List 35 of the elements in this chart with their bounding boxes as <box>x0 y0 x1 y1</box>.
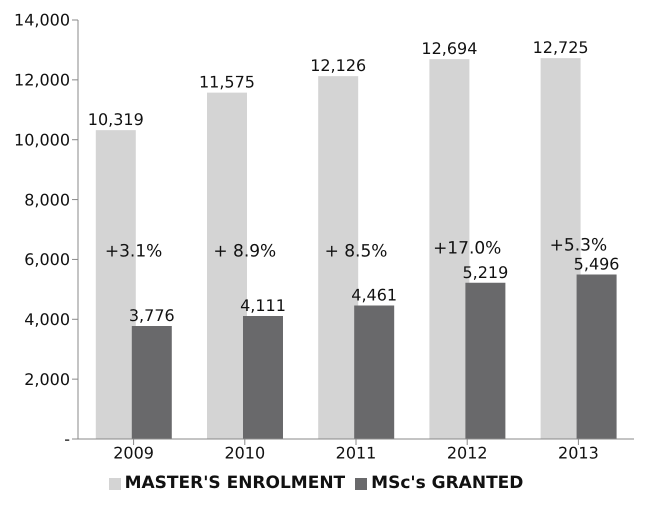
annotation: +5.3% <box>550 236 608 256</box>
bar <box>132 326 172 439</box>
legend-label: MASTER'S ENROLMENT <box>124 473 346 493</box>
y-tick-label: 10,000 <box>14 130 70 150</box>
y-tick-label: 4,000 <box>24 310 70 329</box>
x-tick-label: 2013 <box>558 443 599 462</box>
annotation: +3.1% <box>104 241 162 262</box>
y-tick-label: 12,000 <box>14 70 70 90</box>
annotation: + 8.5% <box>324 241 388 262</box>
x-tick-label: 2011 <box>336 443 376 462</box>
data-label: 10,319 <box>88 110 144 130</box>
legend-label: MSc's GRANTED <box>371 473 524 493</box>
bar <box>242 316 283 439</box>
annotation: + 8.9% <box>213 241 276 262</box>
y-tick-label: 14,000 <box>14 10 70 30</box>
data-label: 11,575 <box>199 72 255 92</box>
y-tick-label: 8,000 <box>24 190 70 210</box>
x-tick-label: 2010 <box>224 443 266 462</box>
data-label: 12,694 <box>421 39 478 58</box>
annotation: +17.0% <box>433 238 502 258</box>
y-tick-label: 2,000 <box>24 370 70 389</box>
x-tick-label: 2012 <box>446 443 488 462</box>
bar <box>465 282 506 439</box>
x-tick-label: 2009 <box>113 443 154 462</box>
data-label: 4,461 <box>351 285 398 304</box>
bar <box>354 305 394 439</box>
data-label: 5,219 <box>462 262 508 282</box>
data-label: 3,776 <box>128 306 175 325</box>
y-tick-label: 6,000 <box>24 250 70 270</box>
bar <box>576 274 617 439</box>
data-label: 4,111 <box>240 296 286 315</box>
data-label: 12,126 <box>310 56 366 76</box>
data-label: 12,725 <box>532 38 589 58</box>
y-tick-label: - <box>64 430 70 449</box>
data-label: 5,496 <box>574 254 620 274</box>
